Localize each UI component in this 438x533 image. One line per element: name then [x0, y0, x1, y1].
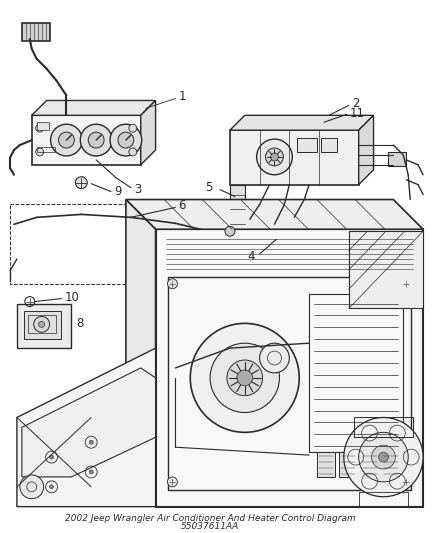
Circle shape — [378, 452, 389, 462]
Circle shape — [260, 343, 290, 373]
Polygon shape — [359, 115, 374, 184]
Bar — [10, 205, 208, 284]
Bar — [185, 224, 200, 234]
Circle shape — [89, 440, 93, 444]
Circle shape — [227, 360, 263, 395]
Bar — [382, 452, 400, 477]
Bar — [309, 294, 403, 452]
Circle shape — [401, 279, 411, 289]
Circle shape — [401, 477, 411, 487]
Bar — [271, 220, 276, 236]
Text: 6: 6 — [178, 199, 186, 212]
Circle shape — [190, 324, 299, 432]
Bar — [339, 452, 357, 477]
Circle shape — [167, 477, 177, 487]
Circle shape — [88, 132, 104, 148]
Circle shape — [359, 432, 408, 482]
Circle shape — [371, 445, 396, 469]
Bar — [389, 152, 406, 166]
Circle shape — [39, 321, 45, 327]
Circle shape — [271, 153, 279, 161]
Bar — [22, 23, 49, 41]
Bar — [37, 147, 55, 152]
Text: 5: 5 — [205, 181, 212, 194]
Text: 55037611AA: 55037611AA — [181, 522, 239, 531]
Polygon shape — [230, 130, 359, 184]
Polygon shape — [22, 368, 155, 477]
Bar — [17, 304, 71, 348]
Circle shape — [49, 485, 53, 489]
Bar — [279, 220, 283, 236]
Circle shape — [20, 475, 44, 499]
Bar — [254, 220, 260, 236]
Bar — [286, 220, 291, 236]
Circle shape — [129, 148, 137, 156]
Text: 9: 9 — [114, 185, 121, 198]
Circle shape — [36, 124, 44, 132]
Circle shape — [265, 148, 283, 166]
Circle shape — [225, 227, 235, 236]
Circle shape — [50, 124, 82, 156]
Bar — [169, 277, 411, 490]
Bar — [250, 217, 304, 239]
Polygon shape — [32, 115, 141, 165]
Bar — [24, 311, 61, 339]
Circle shape — [89, 470, 93, 474]
Circle shape — [344, 417, 423, 497]
Text: 11: 11 — [350, 107, 365, 120]
Bar — [263, 220, 268, 236]
Circle shape — [59, 132, 74, 148]
Circle shape — [237, 370, 253, 386]
Text: 10: 10 — [64, 291, 79, 304]
Text: 1: 1 — [178, 90, 186, 103]
Circle shape — [80, 124, 112, 156]
Polygon shape — [126, 199, 155, 507]
Bar — [354, 417, 413, 437]
Circle shape — [257, 139, 292, 175]
Circle shape — [118, 132, 134, 148]
Circle shape — [34, 317, 49, 332]
Bar — [317, 452, 335, 477]
Polygon shape — [141, 100, 155, 165]
Circle shape — [110, 124, 142, 156]
Polygon shape — [17, 348, 155, 507]
Polygon shape — [349, 231, 423, 309]
Text: 4: 4 — [247, 251, 254, 263]
Bar — [37, 122, 49, 130]
Circle shape — [129, 124, 137, 132]
Polygon shape — [32, 100, 155, 115]
Bar — [297, 138, 317, 152]
Circle shape — [49, 455, 53, 459]
Circle shape — [36, 148, 44, 156]
Circle shape — [210, 343, 279, 413]
Polygon shape — [126, 199, 423, 229]
Text: 2002 Jeep Wrangler Air Conditioner And Heater Control Diagram: 2002 Jeep Wrangler Air Conditioner And H… — [65, 514, 356, 523]
Circle shape — [167, 279, 177, 289]
Bar — [360, 452, 378, 477]
Bar — [230, 184, 245, 234]
Polygon shape — [155, 229, 423, 507]
Polygon shape — [230, 115, 374, 130]
Circle shape — [75, 177, 87, 189]
Text: 2: 2 — [352, 97, 359, 110]
Text: 3: 3 — [134, 183, 141, 196]
Bar — [359, 492, 408, 507]
Text: 8: 8 — [76, 317, 84, 330]
Bar — [294, 220, 299, 236]
Bar — [321, 138, 337, 152]
Bar — [28, 316, 56, 333]
